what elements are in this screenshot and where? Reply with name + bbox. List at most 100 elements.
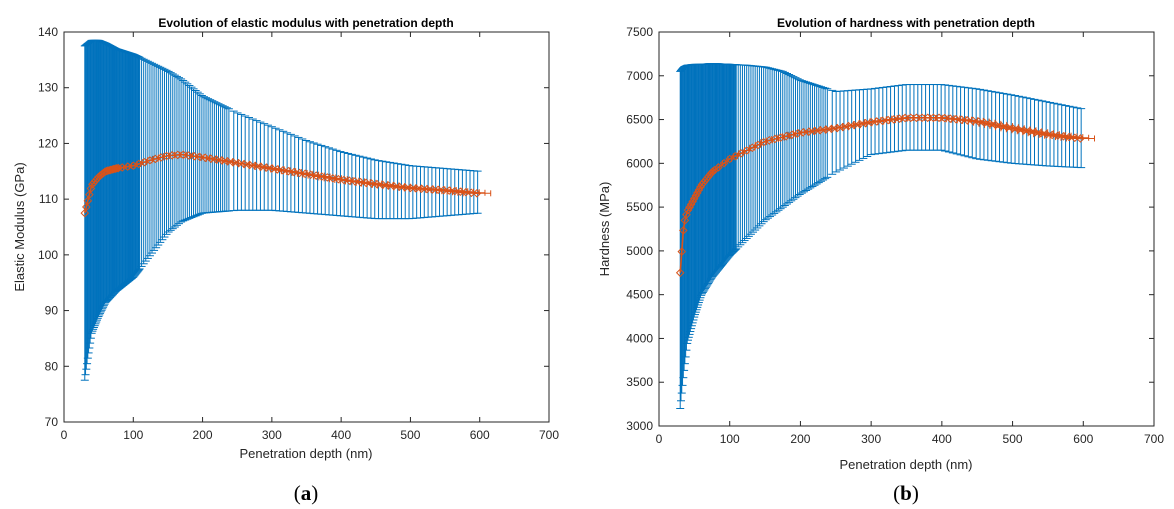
data-point-marker: [957, 115, 966, 125]
x-tick-label: 500: [400, 428, 420, 442]
data-point-marker: [1008, 124, 1017, 133]
data-point-marker: [184, 151, 194, 160]
data-point-marker: [951, 114, 961, 124]
y-tick-label: 140: [38, 25, 58, 39]
x-tick-label: 700: [1144, 432, 1164, 446]
x-tick-label: 600: [1073, 432, 1093, 446]
x-tick-label: 200: [790, 432, 810, 446]
data-point-marker: [212, 155, 221, 164]
data-point-marker: [361, 178, 371, 188]
y-tick-label: 7000: [626, 69, 653, 83]
data-point-marker: [250, 161, 260, 171]
data-point-marker: [83, 196, 93, 206]
x-tick-label: 400: [331, 428, 351, 442]
panel-caption-letter: b: [900, 481, 912, 505]
data-point-marker: [350, 177, 360, 186]
data-point-marker: [345, 176, 354, 186]
x-tick-label: 600: [470, 428, 490, 442]
data-point-marker: [217, 156, 227, 165]
y-axis-label: Hardness (MPa): [597, 182, 612, 277]
data-point-marker: [262, 163, 271, 172]
y-tick-label: 3500: [626, 375, 653, 389]
x-axis-label: Penetration depth (nm): [840, 457, 973, 472]
data-point-marker: [411, 184, 421, 193]
y-tick-label: 6500: [626, 113, 653, 127]
data-point-marker: [206, 154, 216, 164]
data-point-marker: [439, 185, 448, 195]
data-point-marker: [1076, 134, 1085, 143]
x-tick-label: 100: [720, 432, 740, 446]
data-point-marker: [267, 164, 277, 173]
y-tick-label: 7500: [626, 25, 653, 39]
data-point-marker: [693, 188, 702, 198]
chart-title: Evolution of hardness with penetration d…: [777, 16, 1035, 30]
chart-title: Evolution of elastic modulus with penetr…: [158, 16, 453, 30]
data-point-marker: [178, 150, 188, 160]
data-point-marker: [719, 158, 729, 168]
data-point-marker: [736, 149, 746, 158]
data-point-marker: [679, 226, 688, 235]
chart-elastic-modulus: 0 100 200 300 400 500 600 700 70 80 90 100 110 120 13…: [12, 16, 559, 505]
data-point-marker: [82, 202, 91, 212]
data-point-marker: [339, 175, 349, 185]
y-tick-label: 5000: [626, 244, 653, 258]
data-point-marker: [1019, 125, 1029, 135]
axes-box: [63, 31, 550, 423]
y-tick-label: 5500: [626, 200, 653, 214]
data-point-marker: [278, 165, 288, 175]
data-point-marker: [92, 174, 102, 184]
y-tick-label: 3000: [626, 419, 653, 433]
data-point-marker: [683, 205, 693, 215]
y-tick-label: 100: [38, 248, 58, 262]
x-tick-label: 100: [123, 428, 143, 442]
data-point-marker: [367, 179, 376, 188]
x-tick-label: 0: [656, 432, 663, 446]
data-point-marker: [1030, 127, 1040, 137]
data-point-marker: [433, 185, 443, 195]
panel-caption-letter: a: [301, 481, 312, 505]
x-tick-label: 500: [1003, 432, 1023, 446]
data-point-marker: [467, 188, 476, 198]
data-point-marker: [472, 188, 482, 198]
series-layer: [675, 113, 1096, 278]
data-point-marker: [748, 143, 757, 153]
data-point-marker: [406, 183, 415, 193]
series-layer: [80, 150, 492, 218]
data-point-marker: [273, 165, 282, 174]
data-point-marker: [80, 208, 90, 218]
data-point-marker: [688, 197, 697, 206]
data-point-marker: [689, 194, 699, 203]
data-point-marker: [201, 153, 210, 163]
data-point-marker: [1002, 122, 1012, 132]
x-tick-label: 300: [861, 432, 881, 446]
data-point-marker: [742, 146, 751, 155]
data-point-marker: [428, 185, 437, 194]
x-ticks: 0 100 200 300 400 500 600 700: [656, 32, 1164, 446]
data-point-marker: [940, 113, 949, 123]
y-ticks: 3000 3500 4000 4500 5000 5500 6000 6500 7000 7500: [626, 25, 1154, 433]
data-point-marker: [422, 184, 432, 194]
data-point-marker: [256, 162, 266, 172]
data-point-marker: [934, 113, 944, 123]
data-point-marker: [284, 166, 293, 176]
x-ticks: 0 100 200 300 400 500 600 700: [61, 32, 559, 442]
data-point-marker: [400, 183, 410, 192]
y-ticks: 70 80 90 100 110 120 130 140: [38, 25, 549, 429]
data-point-marker: [946, 114, 955, 123]
data-point-marker: [1025, 126, 1034, 136]
data-point-marker: [725, 154, 735, 164]
x-tick-label: 700: [539, 428, 559, 442]
y-tick-label: 4500: [626, 288, 653, 302]
data-point-marker: [417, 184, 426, 194]
data-point-marker: [85, 190, 94, 199]
y-tick-label: 110: [39, 192, 58, 206]
data-point-marker: [1070, 133, 1080, 143]
data-point-marker: [686, 200, 696, 209]
data-point-marker: [356, 177, 365, 187]
y-axis-label: Elastic Modulus (GPa): [12, 162, 27, 291]
y-tick-label: 80: [45, 359, 59, 373]
y-tick-label: 70: [45, 415, 59, 429]
data-point-marker: [677, 247, 687, 256]
data-point-marker: [731, 151, 740, 161]
chart-hardness: 0 100 200 300 400 500 600 700 3000 3500 4000 4500 5…: [597, 16, 1164, 505]
